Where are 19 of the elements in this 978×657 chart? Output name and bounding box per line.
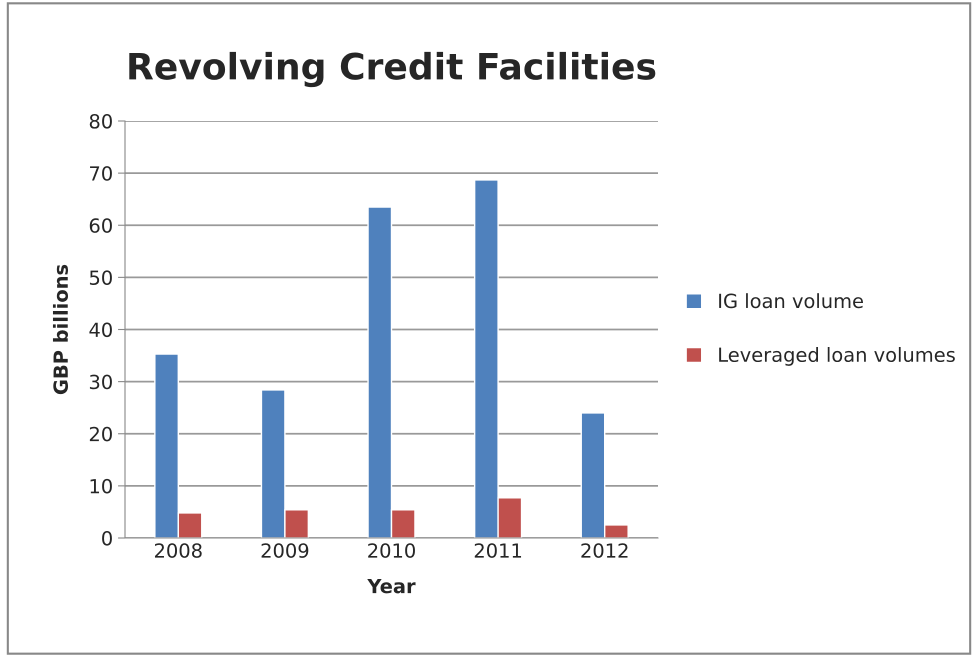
x-tick-label: 2011 [474, 543, 522, 558]
y-tick-label: 50 [90, 270, 112, 286]
y-tick-label: 80 [90, 114, 112, 129]
chart-title: Revolving Credit Facilities [129, 52, 656, 88]
y-tick-label: 10 [90, 478, 112, 494]
y-tick-label: 60 [90, 218, 112, 233]
legend-label: Leveraged loan volumes [719, 347, 955, 366]
x-tick-label: 2009 [262, 543, 308, 558]
x-tick-label: 2010 [368, 543, 415, 558]
y-tick-label: 0 [102, 530, 112, 546]
legend-label: IG loan volume [719, 293, 863, 308]
y-axis-title: GBP billions [52, 264, 68, 394]
y-tick-label: 40 [89, 322, 112, 338]
y-tick-label: 70 [90, 166, 112, 181]
y-tick-label: 20 [90, 426, 112, 442]
x-tick-label: 2008 [154, 543, 202, 558]
x-axis-title: Year [367, 578, 416, 594]
y-tick-label: 30 [90, 374, 112, 390]
x-tick-label: 2012 [581, 543, 628, 558]
